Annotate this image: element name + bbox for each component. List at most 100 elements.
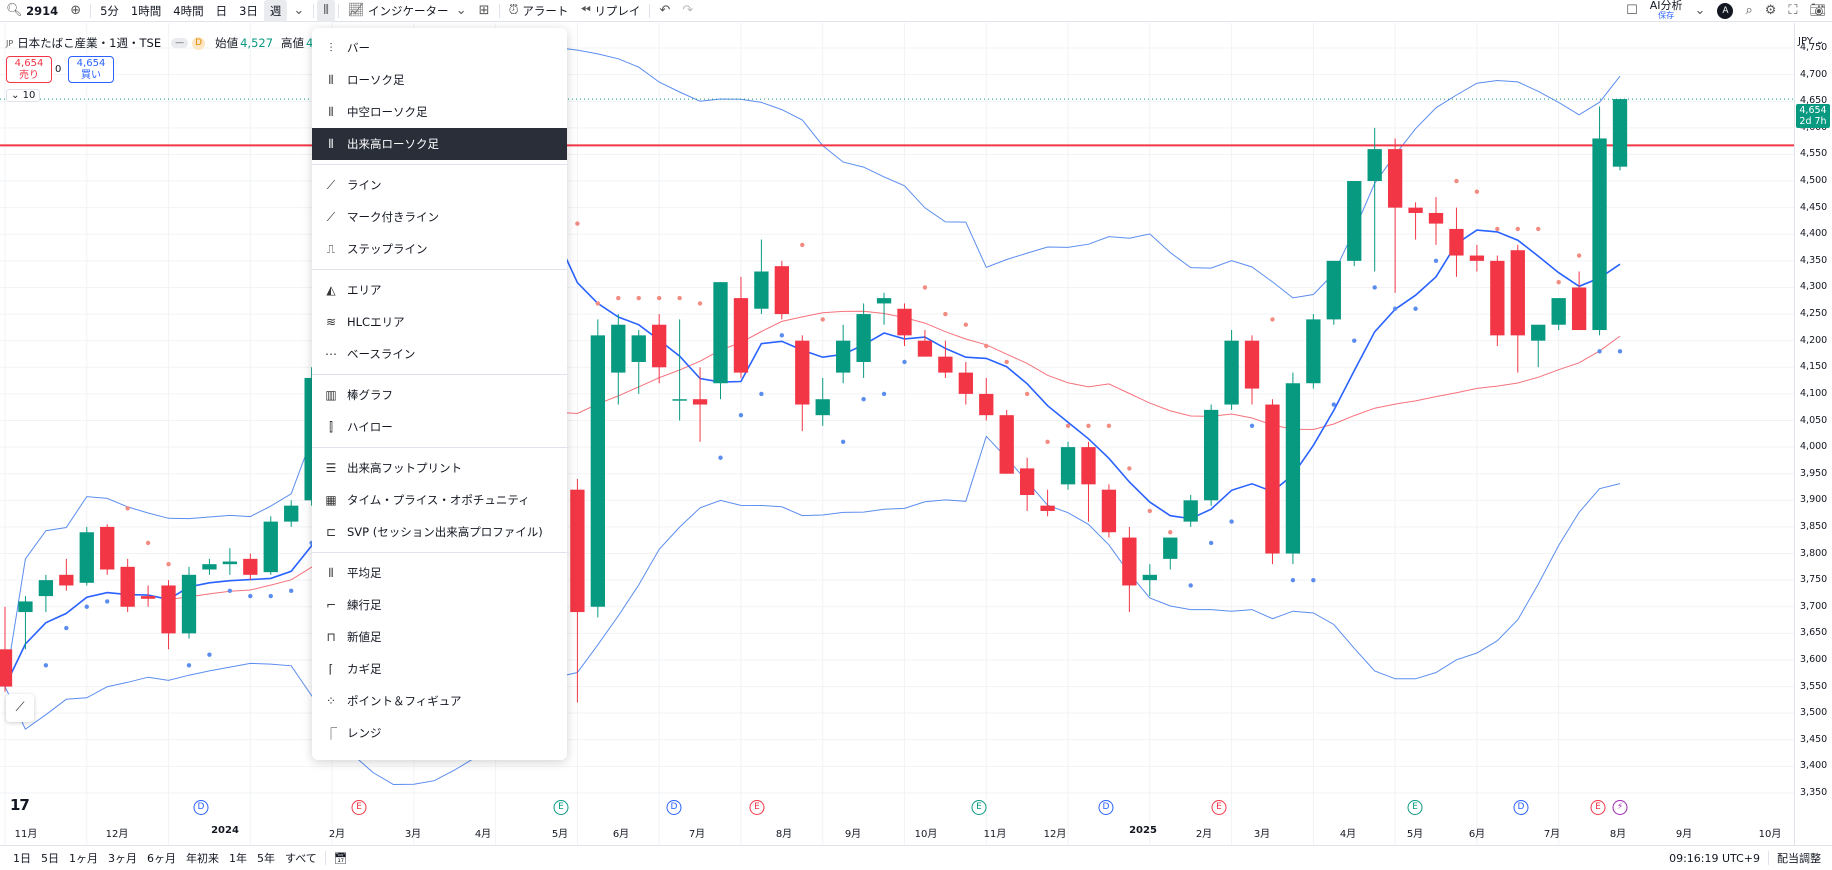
price-chart[interactable] bbox=[0, 23, 1794, 845]
dividend-event-icon[interactable]: D bbox=[193, 800, 209, 815]
quick-search-button[interactable]: ⌕ bbox=[1739, 0, 1758, 22]
chart-type-renko[interactable]: ⌐ 練行足 bbox=[312, 589, 567, 621]
currency-selector[interactable]: JPY ⌄ bbox=[1798, 36, 1825, 47]
chart-type-point-figure[interactable]: ⁘ ポイント＆フィギュア bbox=[312, 685, 567, 717]
chart-type-baseline[interactable]: ⋯ ベースライン bbox=[312, 338, 567, 370]
price-tick: 3,800 bbox=[1800, 547, 1828, 559]
chart-type-kagi[interactable]: ⌈ カギ足 bbox=[312, 653, 567, 685]
sar-dot bbox=[718, 455, 723, 460]
divider bbox=[1768, 851, 1769, 865]
ai-analysis-button[interactable]: AI分析 保存 bbox=[1649, 0, 1683, 20]
interval-0[interactable]: 5分 bbox=[100, 3, 119, 18]
chart-type-step-line[interactable]: ⎍ ステップライン bbox=[312, 233, 567, 265]
sar-dot bbox=[1024, 391, 1030, 397]
range-8[interactable]: すべて bbox=[285, 852, 317, 865]
earnings-event-icon[interactable]: E bbox=[1211, 800, 1227, 815]
sar-dot bbox=[840, 439, 846, 444]
range-6[interactable]: 1年 bbox=[229, 852, 247, 865]
earnings-event-icon[interactable]: E bbox=[553, 800, 569, 815]
chart-type-svp[interactable]: ⊏ SVP (セッション出来高プロファイル) bbox=[312, 516, 567, 548]
buy-button[interactable]: 4,654 買い bbox=[68, 56, 114, 83]
split-event-icon[interactable]: ⚡ bbox=[1612, 800, 1628, 815]
interval-dropdown[interactable]: ⌄ bbox=[287, 0, 310, 22]
chart-type-range[interactable]: ⎾ レンジ bbox=[312, 717, 567, 749]
layout-button[interactable]: ⊞ bbox=[473, 0, 496, 22]
chart-type-button[interactable]: ⫴ bbox=[317, 0, 335, 22]
dividend-event-icon[interactable]: D bbox=[1098, 800, 1114, 815]
interval-2[interactable]: 4時間 bbox=[173, 3, 204, 18]
chart-type-candles[interactable]: ⫴ ローソク足 bbox=[312, 64, 567, 96]
range-7[interactable]: 5年 bbox=[257, 852, 275, 865]
price-axis[interactable] bbox=[1794, 23, 1832, 845]
indicators-button[interactable]: 📈︎ インジケーター ⌄ bbox=[347, 3, 467, 18]
earnings-event-icon[interactable]: E bbox=[971, 800, 987, 815]
menu-item-label: タイム・プライス・オポチュニティ bbox=[347, 493, 530, 507]
time-tick: 4月 bbox=[1339, 829, 1357, 840]
range-1[interactable]: 5日 bbox=[41, 852, 59, 865]
chart-type-columns[interactable]: ▥ 棒グラフ bbox=[312, 379, 567, 411]
sar-dot bbox=[779, 333, 785, 338]
chart-type-line-markers[interactable]: ⟋ マーク付きライン bbox=[312, 201, 567, 233]
sar-dot bbox=[963, 322, 969, 327]
chart-type-hlc-area[interactable]: ≋ HLCエリア bbox=[312, 306, 567, 338]
sar-dot bbox=[1392, 306, 1398, 311]
settings-button[interactable]: ⚙ bbox=[1759, 0, 1783, 22]
candle-body bbox=[1551, 298, 1566, 325]
chart-type-bar[interactable]: ⫶ バー bbox=[312, 32, 567, 64]
indicator-collapse-button[interactable]: ⌄ 10 bbox=[6, 89, 41, 102]
earnings-event-icon[interactable]: E bbox=[749, 800, 765, 815]
chart-type-line-break[interactable]: ⊓ 新値足 bbox=[312, 621, 567, 653]
price-tick: 4,350 bbox=[1800, 254, 1828, 266]
earnings-event-icon[interactable]: E bbox=[351, 800, 367, 815]
chart-type-hollow-candles[interactable]: ⫴ 中空ローソク足 bbox=[312, 96, 567, 128]
time-tick: 4月 bbox=[474, 829, 492, 840]
dividend-event-icon[interactable]: D bbox=[666, 800, 682, 815]
compare-button[interactable]: ⊕ bbox=[64, 0, 87, 22]
interval-3[interactable]: 日 bbox=[215, 3, 228, 18]
chart-type-heikin-ashi[interactable]: ⫴ 平均足 bbox=[312, 557, 567, 589]
chart-type-volume-candles[interactable]: ⫴ 出来高ローソク足 bbox=[312, 128, 567, 160]
chart-type-line[interactable]: ⟋ ライン bbox=[312, 169, 567, 201]
goto-date-button[interactable]: 📅︎ bbox=[329, 852, 353, 865]
fullscreen-toggle[interactable]: ☐ bbox=[1620, 0, 1644, 22]
earnings-event-icon[interactable]: E bbox=[1407, 800, 1423, 815]
sell-button[interactable]: 4,654 売り bbox=[6, 56, 52, 83]
chart-type-high-low[interactable]: ⫿ ハイロー bbox=[312, 411, 567, 443]
dividend-event-icon[interactable]: D bbox=[1513, 800, 1529, 815]
symbol-search[interactable]: 🔍︎ 2914 bbox=[6, 3, 59, 18]
undo-button[interactable]: ↶ bbox=[653, 0, 676, 22]
interval-4[interactable]: 3日 bbox=[239, 3, 258, 18]
avatar[interactable]: A bbox=[1711, 0, 1739, 22]
dividend-adjust-toggle[interactable]: 配当調整 bbox=[1777, 852, 1821, 865]
clock-time[interactable]: 09:16:19 UTC+9 bbox=[1669, 851, 1760, 865]
range-4[interactable]: 6ヶ月 bbox=[147, 852, 176, 865]
range-0[interactable]: 1日 bbox=[13, 852, 31, 865]
fullscreen-button[interactable]: ⛶ bbox=[1782, 0, 1803, 22]
chart-type-tpo[interactable]: ▦ タイム・プライス・オポチュニティ bbox=[312, 484, 567, 516]
price-tick: 3,650 bbox=[1800, 627, 1828, 639]
symbol-title[interactable]: 日本たばこ産業・1週・TSE bbox=[17, 36, 162, 50]
drawing-tool-button[interactable]: ⟋ bbox=[6, 694, 34, 722]
candle-body bbox=[38, 580, 54, 597]
sar-dot bbox=[1106, 423, 1112, 429]
interval-1[interactable]: 1時間 bbox=[130, 3, 162, 18]
replay-button[interactable]: ⏪︎ リプレイ bbox=[580, 3, 641, 18]
earnings-event-icon[interactable]: E bbox=[1590, 800, 1606, 815]
interval-5[interactable]: 週 bbox=[263, 0, 288, 22]
sar-dot bbox=[43, 663, 49, 668]
sar-dot bbox=[1086, 423, 1091, 429]
range-2[interactable]: 1ヶ月 bbox=[69, 852, 98, 865]
sar-dot bbox=[616, 295, 621, 301]
redo-button[interactable]: ↷ bbox=[676, 0, 699, 22]
range-5[interactable]: 年初来 bbox=[186, 852, 219, 865]
chart-type-area[interactable]: ◭ エリア bbox=[312, 274, 567, 306]
ai-dropdown[interactable]: ⌄ bbox=[1689, 0, 1712, 22]
time-tick: 2月 bbox=[1195, 829, 1213, 840]
snapshot-button[interactable]: 📷︎ bbox=[1803, 0, 1832, 22]
alert-button[interactable]: ⏰︎ アラート bbox=[508, 3, 569, 18]
candle-body bbox=[263, 521, 278, 573]
candle-body bbox=[202, 564, 217, 570]
tradingview-logo-icon[interactable]: 𝟭7 bbox=[10, 796, 30, 814]
range-3[interactable]: 3ヶ月 bbox=[108, 852, 137, 865]
chart-type-footprint[interactable]: ☰ 出来高フットプリント bbox=[312, 452, 567, 484]
